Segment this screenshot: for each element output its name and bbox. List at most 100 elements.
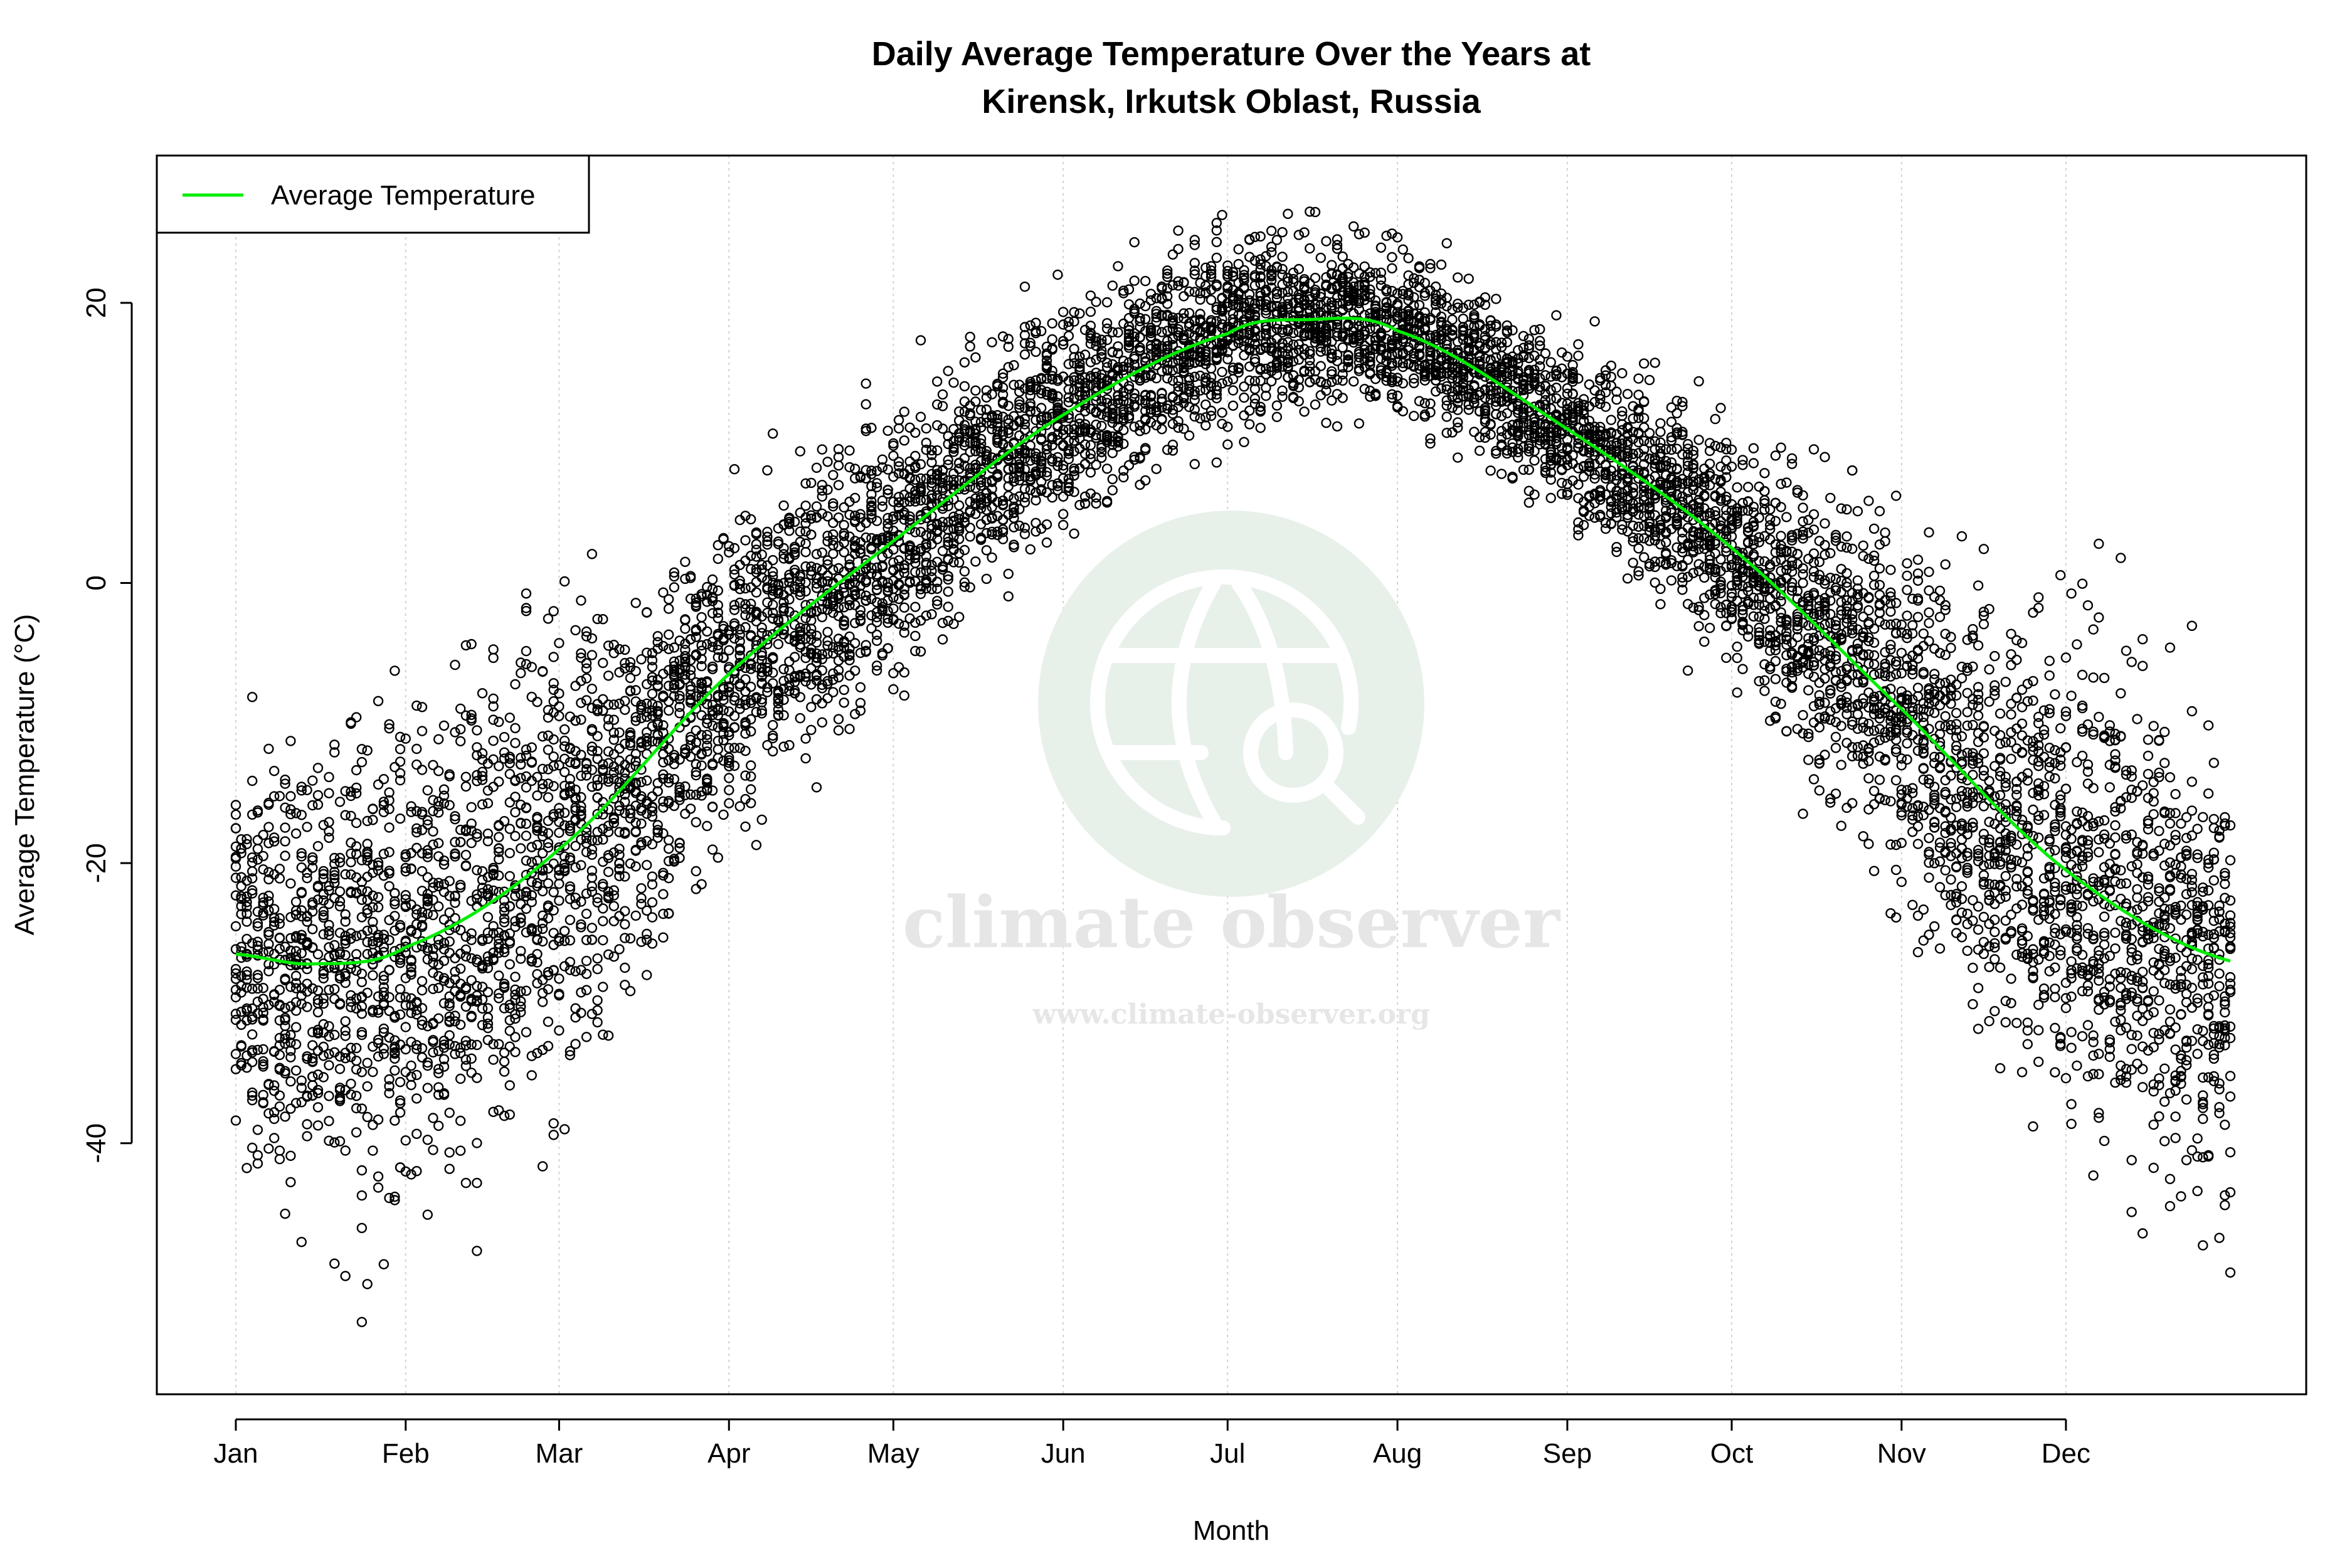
data-point [1200, 399, 1211, 410]
data-point [811, 501, 822, 512]
data-point [324, 788, 334, 798]
data-point [680, 808, 691, 819]
data-point [2050, 939, 2060, 950]
data-point [921, 423, 932, 434]
data-point [1814, 722, 1825, 733]
data-point [1830, 731, 1841, 743]
data-point [1611, 386, 1622, 397]
data-point [1677, 577, 1688, 588]
data-point [351, 841, 362, 852]
data-point [1233, 244, 1244, 255]
data-point [406, 1079, 416, 1091]
data-point [324, 1091, 334, 1101]
data-point [1173, 375, 1184, 386]
data-point [351, 1003, 362, 1014]
data-point [1924, 698, 1934, 709]
data-point [2143, 734, 2154, 745]
data-point [800, 733, 811, 744]
data-point [1858, 758, 1868, 769]
data-point [943, 601, 953, 612]
data-point [538, 831, 548, 842]
data-point [340, 786, 351, 797]
data-point [1523, 352, 1535, 364]
data-point [822, 693, 833, 704]
data-point [767, 719, 778, 731]
data-point [598, 982, 608, 992]
data-point [2077, 1030, 2088, 1042]
data-point [247, 1094, 258, 1106]
data-point [756, 655, 767, 666]
data-point [1677, 396, 1688, 408]
data-point [987, 552, 997, 563]
data-point [822, 559, 833, 570]
data-point [290, 1022, 302, 1032]
data-point [937, 546, 948, 556]
data-point [2192, 1049, 2203, 1059]
data-point [773, 625, 784, 637]
data-point [1721, 652, 1732, 664]
data-point [395, 1107, 406, 1118]
data-point [2143, 750, 2154, 761]
data-point [395, 983, 406, 995]
data-point [647, 688, 658, 699]
data-point [1973, 924, 1984, 935]
data-point [373, 892, 384, 903]
data-point [581, 658, 592, 669]
data-point [861, 640, 871, 650]
data-point [1107, 485, 1118, 495]
data-point [1846, 798, 1858, 808]
data-point [2132, 714, 2143, 724]
data-point [334, 852, 346, 864]
data-point [608, 773, 619, 784]
data-point [608, 901, 619, 911]
data-point [1277, 391, 1288, 402]
data-point [455, 1145, 466, 1156]
data-point [570, 862, 581, 873]
data-point [516, 986, 526, 997]
data-point [274, 1101, 285, 1112]
data-point [943, 366, 953, 376]
data-point [1628, 536, 1638, 547]
data-point [2164, 642, 2176, 653]
data-point [800, 538, 811, 549]
data-point [411, 1093, 422, 1104]
data-point [740, 610, 751, 621]
data-point [351, 849, 362, 859]
data-point [1085, 357, 1096, 368]
data-point [614, 805, 625, 816]
data-point [340, 916, 351, 927]
data-point [2198, 886, 2208, 898]
data-point [795, 576, 806, 587]
data-point [581, 663, 592, 674]
data-point [362, 948, 373, 960]
data-point [477, 799, 488, 810]
data-point [1189, 269, 1200, 280]
data-point [395, 775, 406, 786]
data-point [1677, 503, 1688, 514]
data-point [318, 1051, 329, 1061]
data-point [1485, 429, 1496, 440]
data-point [356, 1067, 368, 1078]
data-point [324, 1020, 334, 1032]
data-point [472, 1177, 482, 1189]
data-point [1820, 518, 1830, 529]
data-point [548, 1130, 559, 1140]
data-point [252, 1158, 263, 1169]
data-point [1650, 358, 1660, 368]
data-point [2006, 649, 2016, 660]
data-point [953, 557, 965, 568]
data-point [839, 697, 849, 708]
data-point [1798, 526, 1808, 537]
data-point [460, 1177, 472, 1189]
data-point [510, 830, 521, 842]
data-point [538, 871, 548, 882]
data-point [1239, 381, 1249, 392]
data-point [1019, 522, 1030, 533]
data-point [230, 800, 241, 810]
data-point [422, 785, 433, 796]
data-point [1600, 387, 1611, 398]
data-point [882, 425, 893, 436]
data-point [2006, 660, 2016, 670]
data-point [1737, 664, 1748, 674]
data-point [702, 626, 712, 637]
